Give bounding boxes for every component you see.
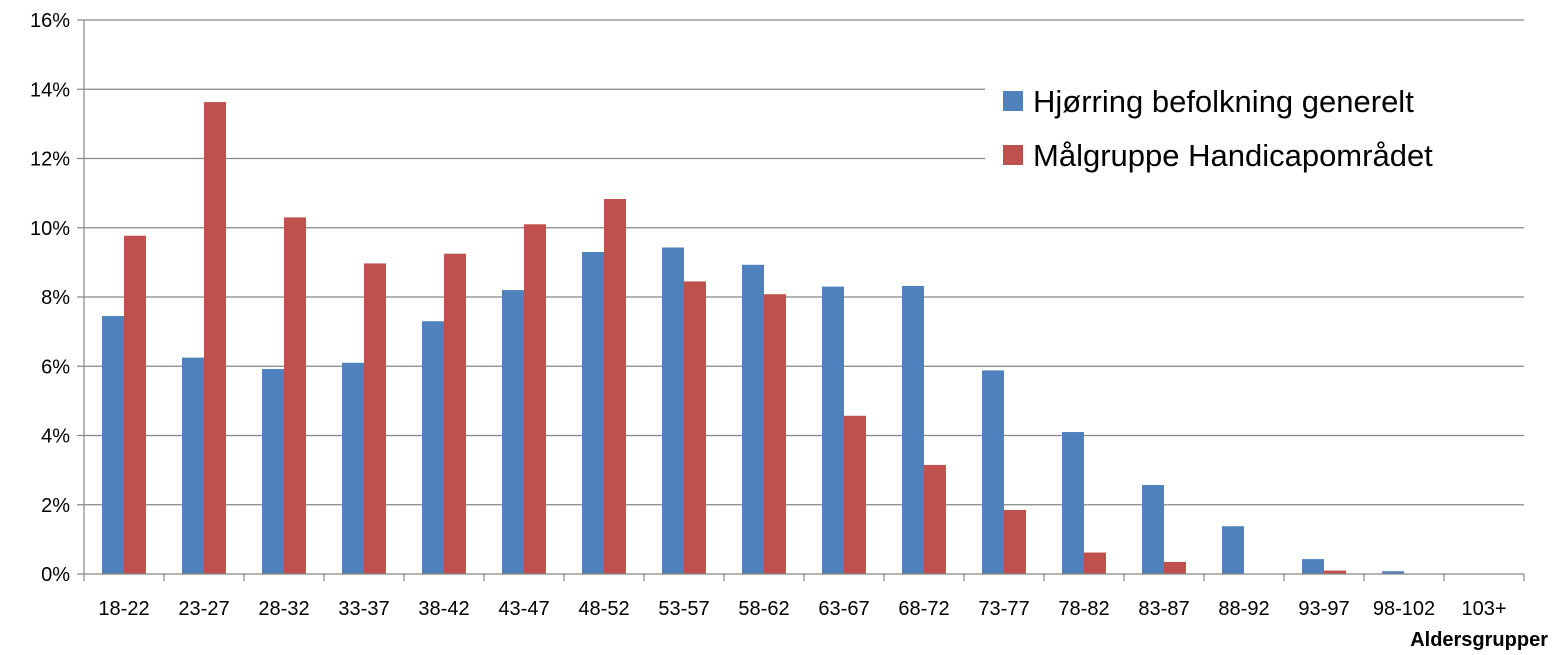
legend-background (985, 70, 1525, 205)
x-tick-label: 78-82 (1058, 598, 1109, 620)
x-axis: 18-22 23-27 28-32 33-37 38-42 43-47 48-52 53-57… (83, 573, 1525, 620)
y-axis: 0% 2% 4% 6% 8% 10% 12% 14% 16% (30, 10, 85, 586)
bar-hjorring-28-32 (262, 369, 284, 574)
bar-hjorring-78-82 (1062, 432, 1084, 574)
bar-malgruppe-63-67 (844, 415, 866, 574)
bar-hjorring-93-97 (1302, 559, 1324, 574)
bar-malgruppe-78-82 (1084, 552, 1106, 574)
x-tick-label: 38-42 (418, 598, 469, 620)
x-tick-label: 73-77 (978, 598, 1029, 620)
bar-malgruppe-33-37 (364, 263, 386, 574)
y-tick-label: 0% (41, 564, 70, 586)
y-tick-label: 12% (30, 149, 70, 171)
y-tick-label: 10% (30, 218, 70, 240)
legend-swatch-hjorring (1003, 91, 1023, 111)
legend-label-hjorring: Hjørring befolkning generelt (1033, 84, 1414, 119)
y-tick-label: 14% (30, 79, 70, 101)
x-tick-label: 88-92 (1218, 598, 1269, 620)
legend-label-malgruppe: Målgruppe Handicapområdet (1033, 138, 1433, 173)
bar-malgruppe-73-77 (1004, 509, 1026, 574)
x-tick-label: 28-32 (258, 598, 309, 620)
bar-hjorring-98-102 (1382, 571, 1404, 574)
bar-malgruppe-18-22 (124, 235, 146, 574)
x-tick-label: 98-102 (1373, 598, 1435, 620)
bar-malgruppe-23-27 (204, 102, 226, 574)
bar-hjorring-53-57 (662, 247, 684, 574)
x-tick-label: 93-97 (1298, 598, 1349, 620)
bar-hjorring-68-72 (902, 285, 924, 574)
bar-malgruppe-48-52 (604, 199, 626, 575)
gridlines (84, 19, 1524, 506)
legend: Hjørring befolkning generelt Målgruppe H… (985, 70, 1525, 205)
x-tick-label: 53-57 (658, 598, 709, 620)
bar-hjorring-88-92 (1222, 526, 1244, 574)
legend-swatch-malgruppe (1003, 145, 1023, 165)
bar-malgruppe-28-32 (284, 217, 306, 575)
x-tick-label: 63-67 (818, 598, 869, 620)
x-tick-label: 18-22 (98, 598, 149, 620)
x-tick-label: 83-87 (1138, 598, 1189, 620)
bar-malgruppe-53-57 (684, 281, 706, 574)
y-tick-label: 2% (41, 495, 70, 517)
bar-hjorring-18-22 (102, 316, 124, 574)
bar-malgruppe-68-72 (924, 464, 946, 574)
bar-malgruppe-93-97 (1324, 570, 1346, 574)
x-tick-label: 43-47 (498, 598, 549, 620)
x-tick-label: 68-72 (898, 598, 949, 620)
y-tick-label: 8% (41, 287, 70, 309)
bar-hjorring-73-77 (982, 370, 1004, 574)
x-tick-label: 23-27 (178, 598, 229, 620)
x-axis-title: Aldersgrupper (1410, 629, 1548, 651)
y-tick-label: 6% (41, 356, 70, 378)
bar-hjorring-33-37 (342, 362, 364, 574)
bar-malgruppe-38-42 (444, 253, 466, 574)
bar-hjorring-63-67 (822, 286, 844, 574)
bar-malgruppe-58-62 (764, 294, 786, 574)
x-tick-label: 103+ (1461, 598, 1506, 620)
bar-hjorring-43-47 (502, 290, 524, 574)
bar-hjorring-23-27 (182, 357, 204, 574)
x-tick-label: 33-37 (338, 598, 389, 620)
bar-hjorring-38-42 (422, 321, 444, 574)
bar-hjorring-83-87 (1142, 485, 1164, 574)
x-tick-label: 48-52 (578, 598, 629, 620)
bar-malgruppe-83-87 (1164, 561, 1186, 574)
x-tick-label: 58-62 (738, 598, 789, 620)
bar-malgruppe-43-47 (524, 224, 546, 574)
bar-hjorring-48-52 (582, 251, 604, 575)
bars (102, 102, 1404, 575)
y-tick-label: 16% (30, 10, 70, 32)
y-tick-label: 4% (41, 426, 70, 448)
bar-hjorring-58-62 (742, 264, 764, 574)
